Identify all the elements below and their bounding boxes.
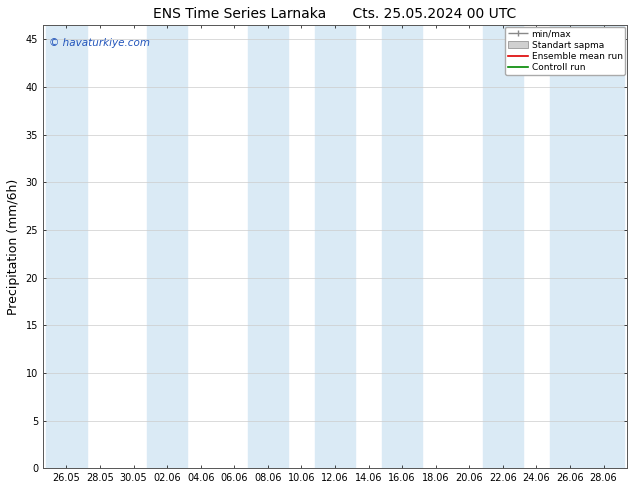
Bar [315,25,355,468]
Legend: min/max, Standart sapma, Ensemble mean run, Controll run: min/max, Standart sapma, Ensemble mean r… [505,26,625,75]
Title: ENS Time Series Larnaka      Cts. 25.05.2024 00 UTC: ENS Time Series Larnaka Cts. 25.05.2024 … [153,7,517,21]
Bar [382,25,422,468]
Bar [550,25,590,468]
Bar [248,25,288,468]
Bar [46,25,86,468]
Bar [482,25,523,468]
Y-axis label: Precipitation (mm/6h): Precipitation (mm/6h) [7,178,20,315]
Bar [147,25,187,468]
Text: © havaturkiye.com: © havaturkiye.com [49,38,150,48]
Bar [583,25,624,468]
